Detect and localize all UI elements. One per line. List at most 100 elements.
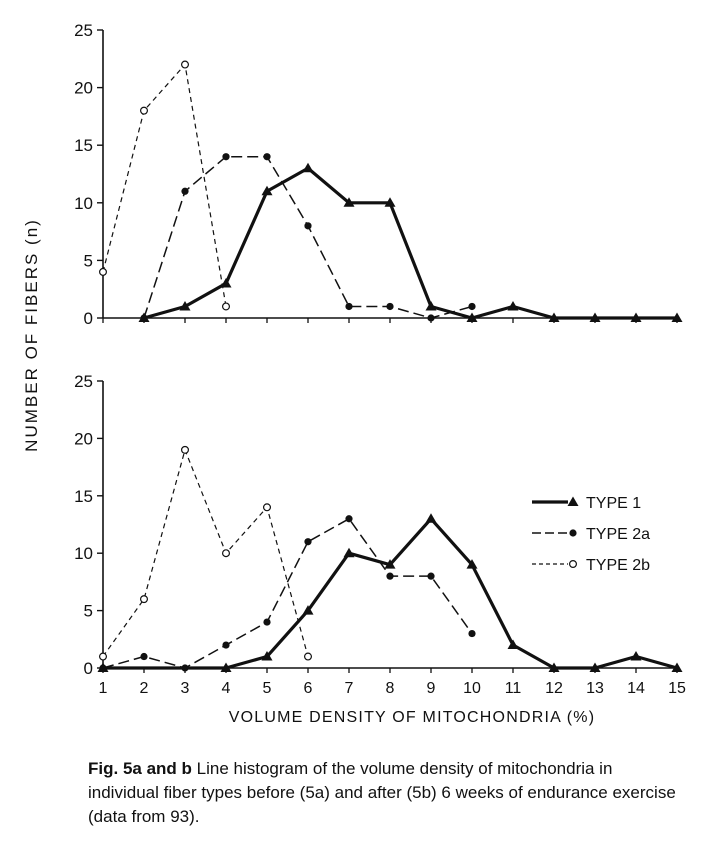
y-tick-label: 20	[74, 429, 93, 448]
data-point-type-2a	[263, 618, 271, 626]
data-point-type-2a	[140, 652, 148, 661]
x-tick-label: 2	[140, 680, 149, 697]
y-tick-label: 5	[84, 602, 93, 621]
data-point-type-1	[384, 197, 396, 207]
legend-label-type-2a: TYPE 2a	[586, 526, 650, 543]
y-tick-label: 25	[74, 21, 93, 40]
data-point-type-1	[466, 559, 478, 569]
x-tick-label: 13	[586, 680, 604, 697]
data-point-type-1	[179, 300, 191, 311]
legend-label-type-2b: TYPE 2b	[586, 557, 650, 574]
data-point-type-1	[261, 185, 273, 196]
data-point-type-2a	[386, 572, 394, 580]
y-tick-label: 15	[74, 136, 93, 155]
data-point-type-2a	[427, 314, 435, 322]
data-point-type-2b	[181, 445, 190, 454]
data-point-type-1	[671, 312, 683, 322]
series-line-type-2b	[102, 449, 309, 657]
x-tick-label: 14	[627, 680, 645, 697]
data-point-type-2a	[386, 302, 394, 311]
series-line-type-1	[143, 166, 677, 320]
data-point-type-2a	[263, 153, 271, 161]
caption-figure-number: Fig. 5a and b	[88, 759, 192, 778]
x-tick-label: 9	[427, 680, 436, 697]
data-point-type-2a	[222, 153, 230, 161]
x-tick-label: 1	[99, 680, 108, 697]
legend: TYPE 1 TYPE 2a TYPE 2b	[532, 495, 650, 574]
data-point-type-1	[630, 651, 642, 661]
y-tick-label: 10	[74, 544, 93, 563]
y-axis-label: NUMBER OF FIBERS (n)	[22, 218, 41, 452]
data-point-type-1	[97, 662, 109, 672]
data-point-type-1	[466, 312, 478, 322]
data-point-type-1	[630, 312, 642, 322]
data-point-type-1	[220, 662, 232, 672]
data-point-type-2b	[304, 652, 313, 661]
x-tick-label: 3	[181, 680, 190, 697]
data-point-type-2a	[468, 302, 476, 311]
data-point-type-1	[589, 662, 601, 672]
data-point-type-2b	[181, 60, 190, 69]
legend-marker-type-2a	[569, 529, 577, 537]
data-point-type-1	[261, 651, 273, 661]
x-tick-label: 6	[304, 680, 313, 697]
data-point-type-2a	[222, 641, 230, 649]
x-tick-label: 7	[345, 680, 354, 697]
series-line-type-2a	[102, 518, 473, 669]
data-point-type-1	[425, 513, 437, 523]
data-point-type-1	[548, 662, 560, 672]
data-point-type-2a	[427, 572, 435, 580]
caption-text: Line histogram of the volume density of …	[88, 759, 676, 826]
data-point-type-1	[507, 639, 519, 650]
figure-caption: Fig. 5a and b Line histogram of the volu…	[88, 757, 688, 829]
data-point-type-1	[384, 559, 396, 569]
data-point-type-1	[671, 662, 683, 672]
data-point-type-2b	[98, 652, 107, 661]
y-tick-label: 15	[74, 487, 93, 506]
data-point-type-1	[507, 300, 519, 311]
data-point-type-2a	[345, 302, 353, 311]
y-tick-label: 20	[74, 79, 93, 98]
y-tick-label: 25	[74, 372, 93, 391]
data-point-type-1	[220, 277, 232, 288]
data-point-type-2a	[181, 187, 189, 195]
x-tick-label: 5	[263, 680, 272, 697]
panel-5a: 0 5 10 15 20 25	[74, 21, 683, 328]
legend-marker-type-2b	[568, 559, 577, 568]
x-tick-label: 15	[668, 680, 686, 697]
x-tick-label: 4	[222, 680, 231, 697]
y-tick-label: 10	[74, 194, 93, 213]
x-tick-label: 10	[463, 680, 481, 697]
data-point-type-1	[302, 605, 314, 615]
data-point-type-2a	[345, 515, 353, 523]
y-tick-label: 0	[84, 309, 93, 328]
data-point-type-2b	[140, 106, 149, 115]
data-point-type-2a	[304, 538, 312, 546]
data-point-type-1	[343, 197, 355, 207]
x-tick-label: 8	[386, 680, 395, 697]
data-point-type-1	[589, 312, 601, 322]
x-axis-label: VOLUME DENSITY OF MITOCHONDRIA (%)	[229, 709, 595, 726]
data-point-type-1	[343, 547, 355, 558]
data-point-type-2b	[263, 503, 272, 512]
data-point-type-2b	[222, 302, 231, 311]
data-point-type-1	[302, 162, 314, 173]
data-point-type-2b	[98, 267, 107, 276]
data-point-type-1	[548, 312, 560, 322]
x-tick-label: 12	[545, 680, 563, 697]
data-point-type-2a	[304, 222, 312, 230]
data-point-type-2b	[222, 549, 231, 558]
data-point-type-2a	[468, 629, 476, 638]
y-tick-label: 5	[84, 251, 93, 270]
data-point-type-2b	[140, 595, 149, 604]
series-line-type-2b	[102, 63, 227, 307]
data-point-type-1	[138, 312, 150, 322]
y-tick-label: 0	[84, 659, 93, 678]
x-tick-label: 11	[505, 680, 522, 697]
legend-marker-type-1	[567, 496, 579, 506]
series-line-type-2a	[143, 155, 473, 319]
data-point-type-1	[425, 300, 437, 311]
legend-label-type-1: TYPE 1	[586, 495, 641, 512]
